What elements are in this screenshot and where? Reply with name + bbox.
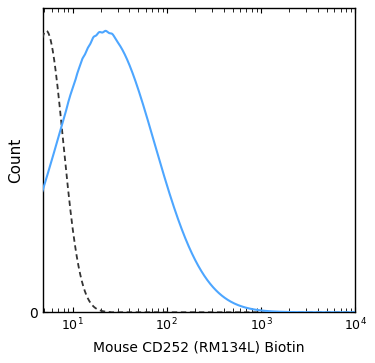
Y-axis label: Count: Count <box>8 138 23 183</box>
X-axis label: Mouse CD252 (RM134L) Biotin: Mouse CD252 (RM134L) Biotin <box>93 340 304 355</box>
